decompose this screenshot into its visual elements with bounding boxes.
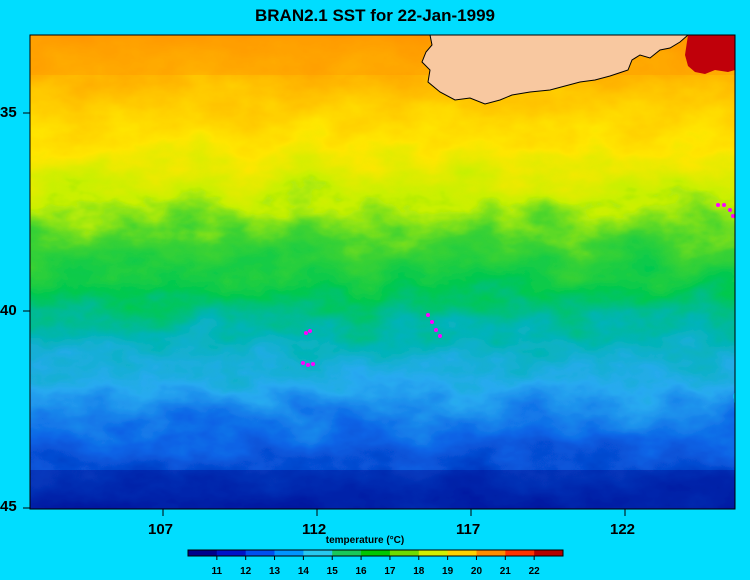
colorbar-label: 18 xyxy=(413,566,425,577)
colorbar-label: 14 xyxy=(297,566,309,577)
colorbar-segment xyxy=(418,550,449,556)
colorbar-segment xyxy=(447,550,477,556)
colorbar-segment xyxy=(303,550,333,556)
colorbar-frame xyxy=(187,549,564,557)
colorbar-segment xyxy=(188,550,218,556)
colorbar-segment xyxy=(274,550,304,556)
y-tick-40: 40 xyxy=(0,302,17,319)
colorbar-segment xyxy=(216,550,247,556)
colorbar-segment xyxy=(332,550,362,556)
land-australia-east xyxy=(685,35,735,74)
colorbar-label: 15 xyxy=(326,566,338,577)
colorbar-segment xyxy=(505,550,535,556)
x-tick-112: 112 xyxy=(302,521,327,538)
y-tick-45: 45 xyxy=(0,498,17,515)
colorbar-label: 16 xyxy=(355,566,367,577)
colorbar-segment xyxy=(245,550,275,556)
colorbar-label: 21 xyxy=(499,566,511,577)
axis-ticks xyxy=(23,112,626,516)
colorbar-label: 20 xyxy=(470,566,483,577)
colorbar-label: 22 xyxy=(528,566,540,577)
colorbar-label: 11 xyxy=(211,566,223,577)
x-tick-107: 107 xyxy=(148,521,174,538)
drifter-markers xyxy=(301,203,735,367)
colorbar-label: 12 xyxy=(240,566,252,577)
colorbar-segment xyxy=(361,550,391,556)
colorbar-label: 13 xyxy=(268,566,281,577)
land-australia-west xyxy=(405,35,689,105)
map-frame xyxy=(29,34,736,510)
colorbar-label: 17 xyxy=(384,566,396,577)
colorbar-segment xyxy=(534,550,564,556)
y-tick-35: 35 xyxy=(0,104,17,121)
colorbar-title: temperature (°C) xyxy=(325,535,405,546)
x-tick-117: 117 xyxy=(456,521,481,538)
colorbar-label: 19 xyxy=(442,566,454,577)
colorbar-segment xyxy=(389,550,420,556)
map-title: BRAN2.1 SST for 22-Jan-1999 xyxy=(255,6,495,25)
colorbar xyxy=(187,549,564,560)
x-tick-122: 122 xyxy=(610,521,636,538)
colorbar-segment xyxy=(476,550,506,556)
